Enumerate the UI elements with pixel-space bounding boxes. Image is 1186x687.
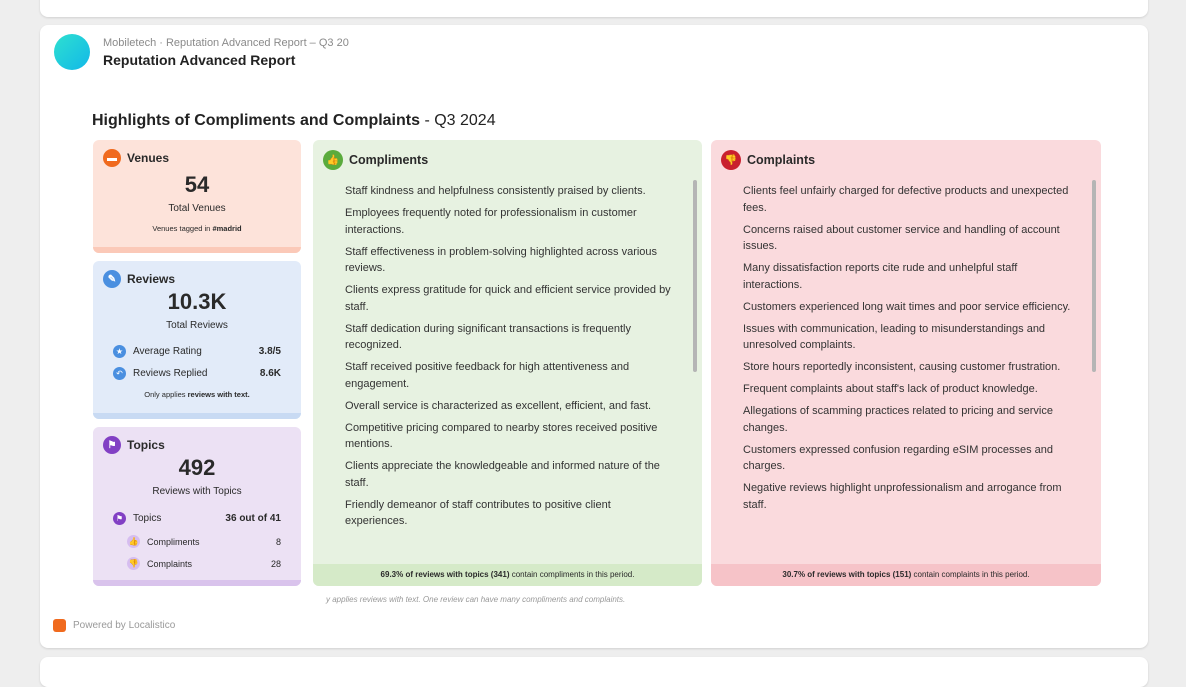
star-icon: ★ xyxy=(113,345,126,358)
list-item: Many dissatisfaction reports cite rude a… xyxy=(743,262,1018,291)
complaints-panel: 👎 Complaints Clients feel unfairly charge… xyxy=(711,140,1101,586)
complaints-footer: 30.7% of reviews with topics (151) conta… xyxy=(711,564,1101,586)
venues-caption: Total Venues xyxy=(168,203,226,214)
list-item: Clients feel unfairly charged for defect… xyxy=(743,185,1069,214)
flag-icon: ⚑ xyxy=(103,436,121,454)
topics-compliments-row: 👍 Compliments 8 xyxy=(127,535,281,548)
list-item: Frequent complaints about staff's lack o… xyxy=(743,383,1038,395)
thumbs-down-icon: 👎 xyxy=(127,557,140,570)
topics-card: ⚑ Topics 492 Reviews with Topics ⚑ Topics 3… xyxy=(93,427,301,586)
disclaimer: y applies reviews with text. One review … xyxy=(326,595,626,604)
topics-value: 492 xyxy=(178,455,216,480)
reply-icon: ↶ xyxy=(113,367,126,380)
topics-complaints-row: 👎 Complaints 28 xyxy=(127,557,281,570)
list-item: Clients appreciate the knowledgeable and… xyxy=(345,460,660,489)
list-item: Staff dedication during significant tran… xyxy=(345,322,631,352)
list-item: Customers expressed confusion regarding … xyxy=(743,443,1053,473)
section-title: Highlights of Compliments and Complaints… xyxy=(92,112,496,129)
compliments-title: Compliments xyxy=(349,153,429,167)
list-item: Negative reviews highlight unprofessiona… xyxy=(743,482,1062,511)
previous-card xyxy=(40,0,1148,17)
thumbs-up-icon: 👍 xyxy=(323,150,343,170)
list-item: Allegations of scamming practices relate… xyxy=(743,405,1053,434)
topics-row: ⚑ Topics 36 out of 41 xyxy=(113,512,281,525)
topics-caption: Reviews with Topics xyxy=(152,486,242,497)
list-item: Competitive pricing compared to nearby s… xyxy=(345,421,658,451)
mobiletech-logo xyxy=(54,34,90,70)
venues-label: Venues xyxy=(127,151,170,165)
venues-card: ▬ Venues 54 Total Venues Venues tagged in… xyxy=(93,140,301,253)
list-item: Customers experienced long wait times an… xyxy=(743,300,1071,313)
thumbs-up-icon: 👍 xyxy=(127,535,140,548)
page-title: Reputation Advanced Report xyxy=(103,52,296,68)
list-item: Clients express gratitude for quick and … xyxy=(345,284,671,313)
complaints-scrollbar[interactable] xyxy=(1092,180,1096,372)
complaints-title: Complaints xyxy=(747,153,816,167)
reviews-label: Reviews xyxy=(127,272,176,286)
compliments-scrollbar[interactable] xyxy=(693,180,697,372)
complaints-list[interactable]: Clients feel unfairly charged for defect… xyxy=(743,183,1073,519)
breadcrumb: Mobiletech · Reputation Advanced Report … xyxy=(103,37,349,49)
reviews-replied-row: ↶ Reviews Replied 8.6K xyxy=(113,367,281,380)
list-item: Concerns raised about customer service a… xyxy=(743,223,1060,253)
list-item: Staff kindness and helpfulness consisten… xyxy=(345,185,646,197)
thumbs-down-icon: 👎 xyxy=(721,150,741,170)
reviews-caption: Total Reviews xyxy=(166,320,228,331)
reviews-icon: ✎ xyxy=(103,270,121,288)
list-item: Employees frequently noted for professio… xyxy=(345,207,637,236)
report-card: Mobiletech · Reputation Advanced Report … xyxy=(40,25,1148,648)
list-item: Staff effectiveness in problem-solving h… xyxy=(345,245,658,275)
venues-value: 54 xyxy=(184,172,210,197)
topics-label: Topics xyxy=(127,438,165,452)
list-item: Issues with communication, leading to mi… xyxy=(743,322,1046,352)
powered-by[interactable]: Powered by Localistico xyxy=(53,619,175,632)
average-rating-row: ★ Average Rating 3.8/5 xyxy=(113,345,281,358)
list-item: Staff received positive feedback for hig… xyxy=(345,361,630,390)
reviews-value: 10.3K xyxy=(167,289,227,314)
list-item: Store hours reportedly inconsistent, cau… xyxy=(743,361,1061,373)
reviews-card: ✎ Reviews 10.3K Total Reviews ★ Average Ra… xyxy=(93,261,301,419)
reviews-note: Only applies reviews with text. xyxy=(144,390,250,399)
list-item: Overall service is characterized as exce… xyxy=(345,399,652,412)
compliments-panel: 👍 Compliments Staff kindness and helpfuln… xyxy=(313,140,702,586)
next-card xyxy=(40,657,1148,687)
compliments-list[interactable]: Staff kindness and helpfulness consisten… xyxy=(345,183,675,535)
flag-icon: ⚑ xyxy=(113,512,126,525)
store-icon: ▬ xyxy=(103,149,121,167)
venues-note: Venues tagged in #madrid xyxy=(152,224,242,233)
compliments-footer: 69.3% of reviews with topics (341) conta… xyxy=(313,564,702,586)
localistico-logo xyxy=(53,619,66,632)
list-item: Friendly demeanor of staff contributes t… xyxy=(345,498,611,528)
